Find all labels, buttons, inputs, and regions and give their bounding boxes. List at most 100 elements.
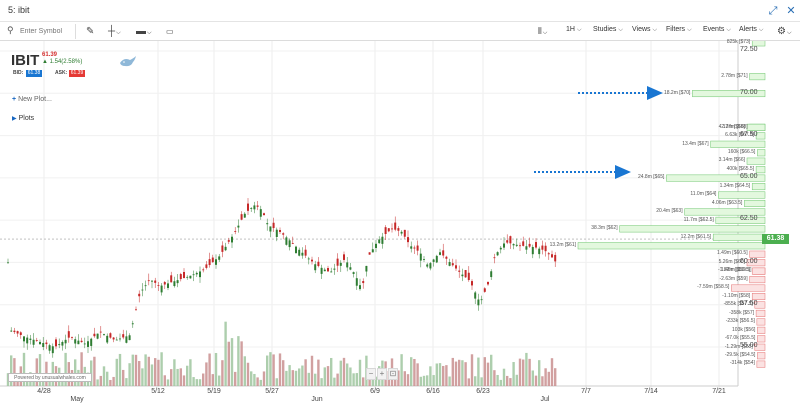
candle xyxy=(58,344,61,346)
volume-bar xyxy=(205,362,208,386)
volume-bar xyxy=(250,371,253,386)
alerts-menu[interactable]: Alerts ⌵ xyxy=(739,26,763,34)
candle xyxy=(167,283,169,288)
volume-bar xyxy=(528,358,531,386)
volume-bar xyxy=(256,377,259,386)
candle xyxy=(439,252,441,255)
candlestick-icon[interactable]: ⫴⌵ xyxy=(538,26,548,36)
volume-bar xyxy=(461,360,464,386)
plots-toggle[interactable]: ▶ Plots xyxy=(12,115,34,122)
zoom-controls: − + ⊡ xyxy=(366,368,406,380)
zoom-in-button[interactable]: + xyxy=(377,368,387,380)
candle xyxy=(80,340,83,343)
volume-profile-label: -1.82m [$59.5] xyxy=(717,267,751,274)
volume-bar xyxy=(157,359,160,386)
volume-profile-bar xyxy=(751,183,766,191)
candle xyxy=(128,335,131,341)
volume-profile-bar xyxy=(749,250,766,258)
volume-bar xyxy=(118,353,122,386)
views-label: Views xyxy=(632,26,651,33)
volume-bar xyxy=(80,352,83,386)
ticker-symbol: IBIT xyxy=(11,52,40,69)
volume-bar xyxy=(93,356,96,386)
volume-profile-label: -1.10m [$58] xyxy=(722,292,751,299)
volume-profile-label: 2.77m [$68] xyxy=(721,123,748,130)
bid-ask: BID: 61.38 ASK: 61.39 xyxy=(13,70,103,78)
bid-value: 61.38 xyxy=(26,70,42,77)
volume-bar xyxy=(506,375,509,386)
events-menu[interactable]: Events ⌵ xyxy=(703,26,731,34)
zoom-reset-button[interactable]: ⊡ xyxy=(388,368,398,380)
volume-profile-bar xyxy=(754,301,766,309)
volume-profile-label: -1.29m [$55] xyxy=(724,343,753,350)
volume-bar xyxy=(333,377,336,386)
volume-bar xyxy=(186,365,189,386)
new-plot-button[interactable]: + New Plot... xyxy=(12,96,52,103)
volume-bar xyxy=(272,354,275,386)
candle xyxy=(314,264,317,271)
chart-area[interactable] xyxy=(0,41,800,411)
draw-pencil-icon[interactable]: ✎ xyxy=(86,26,95,37)
volume-profile-label: 20.4m [$63] xyxy=(656,208,683,215)
studies-menu[interactable]: Studies ⌵ xyxy=(593,26,623,34)
candle xyxy=(83,343,86,345)
candle xyxy=(432,259,435,262)
volume-profile-bar xyxy=(746,123,766,131)
powered-by-link[interactable]: Powered by unusualwhales.com xyxy=(8,373,92,382)
volume-bar xyxy=(531,370,534,386)
filters-menu[interactable]: Filters ⌵ xyxy=(666,26,692,34)
views-menu[interactable]: Views ⌵ xyxy=(632,26,657,34)
last-price: 61.39 xyxy=(42,52,58,58)
volume-bar xyxy=(128,363,131,386)
volume-bar xyxy=(147,356,150,386)
volume-bar xyxy=(22,352,26,386)
y-axis-label: 60.00 xyxy=(740,258,758,265)
volume-bar xyxy=(547,371,550,386)
candle xyxy=(288,240,291,248)
interval-menu[interactable]: 1H ⌵ xyxy=(566,26,582,34)
candle xyxy=(298,249,301,256)
volume-profile-bar xyxy=(746,259,766,267)
volume-bar xyxy=(243,356,246,386)
candle xyxy=(192,274,195,276)
chevron-down-icon: ⌵ xyxy=(652,27,658,33)
price-change: ▲ 1.54(2.58%) xyxy=(42,59,82,65)
candle xyxy=(458,270,461,272)
volume-bar xyxy=(294,370,298,386)
crosshair-tool-button[interactable]: ┼⌵ xyxy=(108,24,121,39)
candle xyxy=(311,259,313,262)
zoom-out-button[interactable]: − xyxy=(366,368,376,380)
comment-tool-button[interactable]: ▬⌵ xyxy=(136,24,152,39)
candle xyxy=(74,339,77,344)
candle xyxy=(64,339,67,344)
candle xyxy=(13,330,16,333)
volume-bar xyxy=(474,376,477,386)
symbol-search[interactable]: ⚲ xyxy=(4,24,76,39)
volume-bar xyxy=(131,354,134,386)
candle xyxy=(407,237,409,243)
close-icon[interactable]: ✕ xyxy=(786,5,796,17)
volume-profile-label: 11.0m [$64] xyxy=(690,191,717,198)
volume-bar xyxy=(502,368,506,386)
volume-bar xyxy=(288,365,291,386)
candle xyxy=(493,257,496,259)
expand-icon[interactable]: ⤢ xyxy=(768,5,778,17)
candle xyxy=(531,246,534,255)
symbol-input[interactable] xyxy=(20,25,74,37)
candle xyxy=(464,270,467,278)
volume-bar xyxy=(339,360,342,386)
price-chart[interactable] xyxy=(0,41,800,411)
candle xyxy=(343,254,345,260)
volume-bar xyxy=(554,368,557,386)
snapshot-icon[interactable]: ▭ xyxy=(166,27,174,36)
settings-gear-icon[interactable]: ⚙⌵ xyxy=(777,26,792,37)
candle xyxy=(157,284,160,286)
volume-bar xyxy=(298,368,301,386)
volume-profile-bar xyxy=(756,360,766,368)
volume-bar xyxy=(518,358,522,386)
candle xyxy=(541,245,544,250)
candle xyxy=(413,247,416,249)
volume-bar xyxy=(342,357,346,386)
candle xyxy=(131,323,134,325)
volume-bar xyxy=(134,354,138,386)
